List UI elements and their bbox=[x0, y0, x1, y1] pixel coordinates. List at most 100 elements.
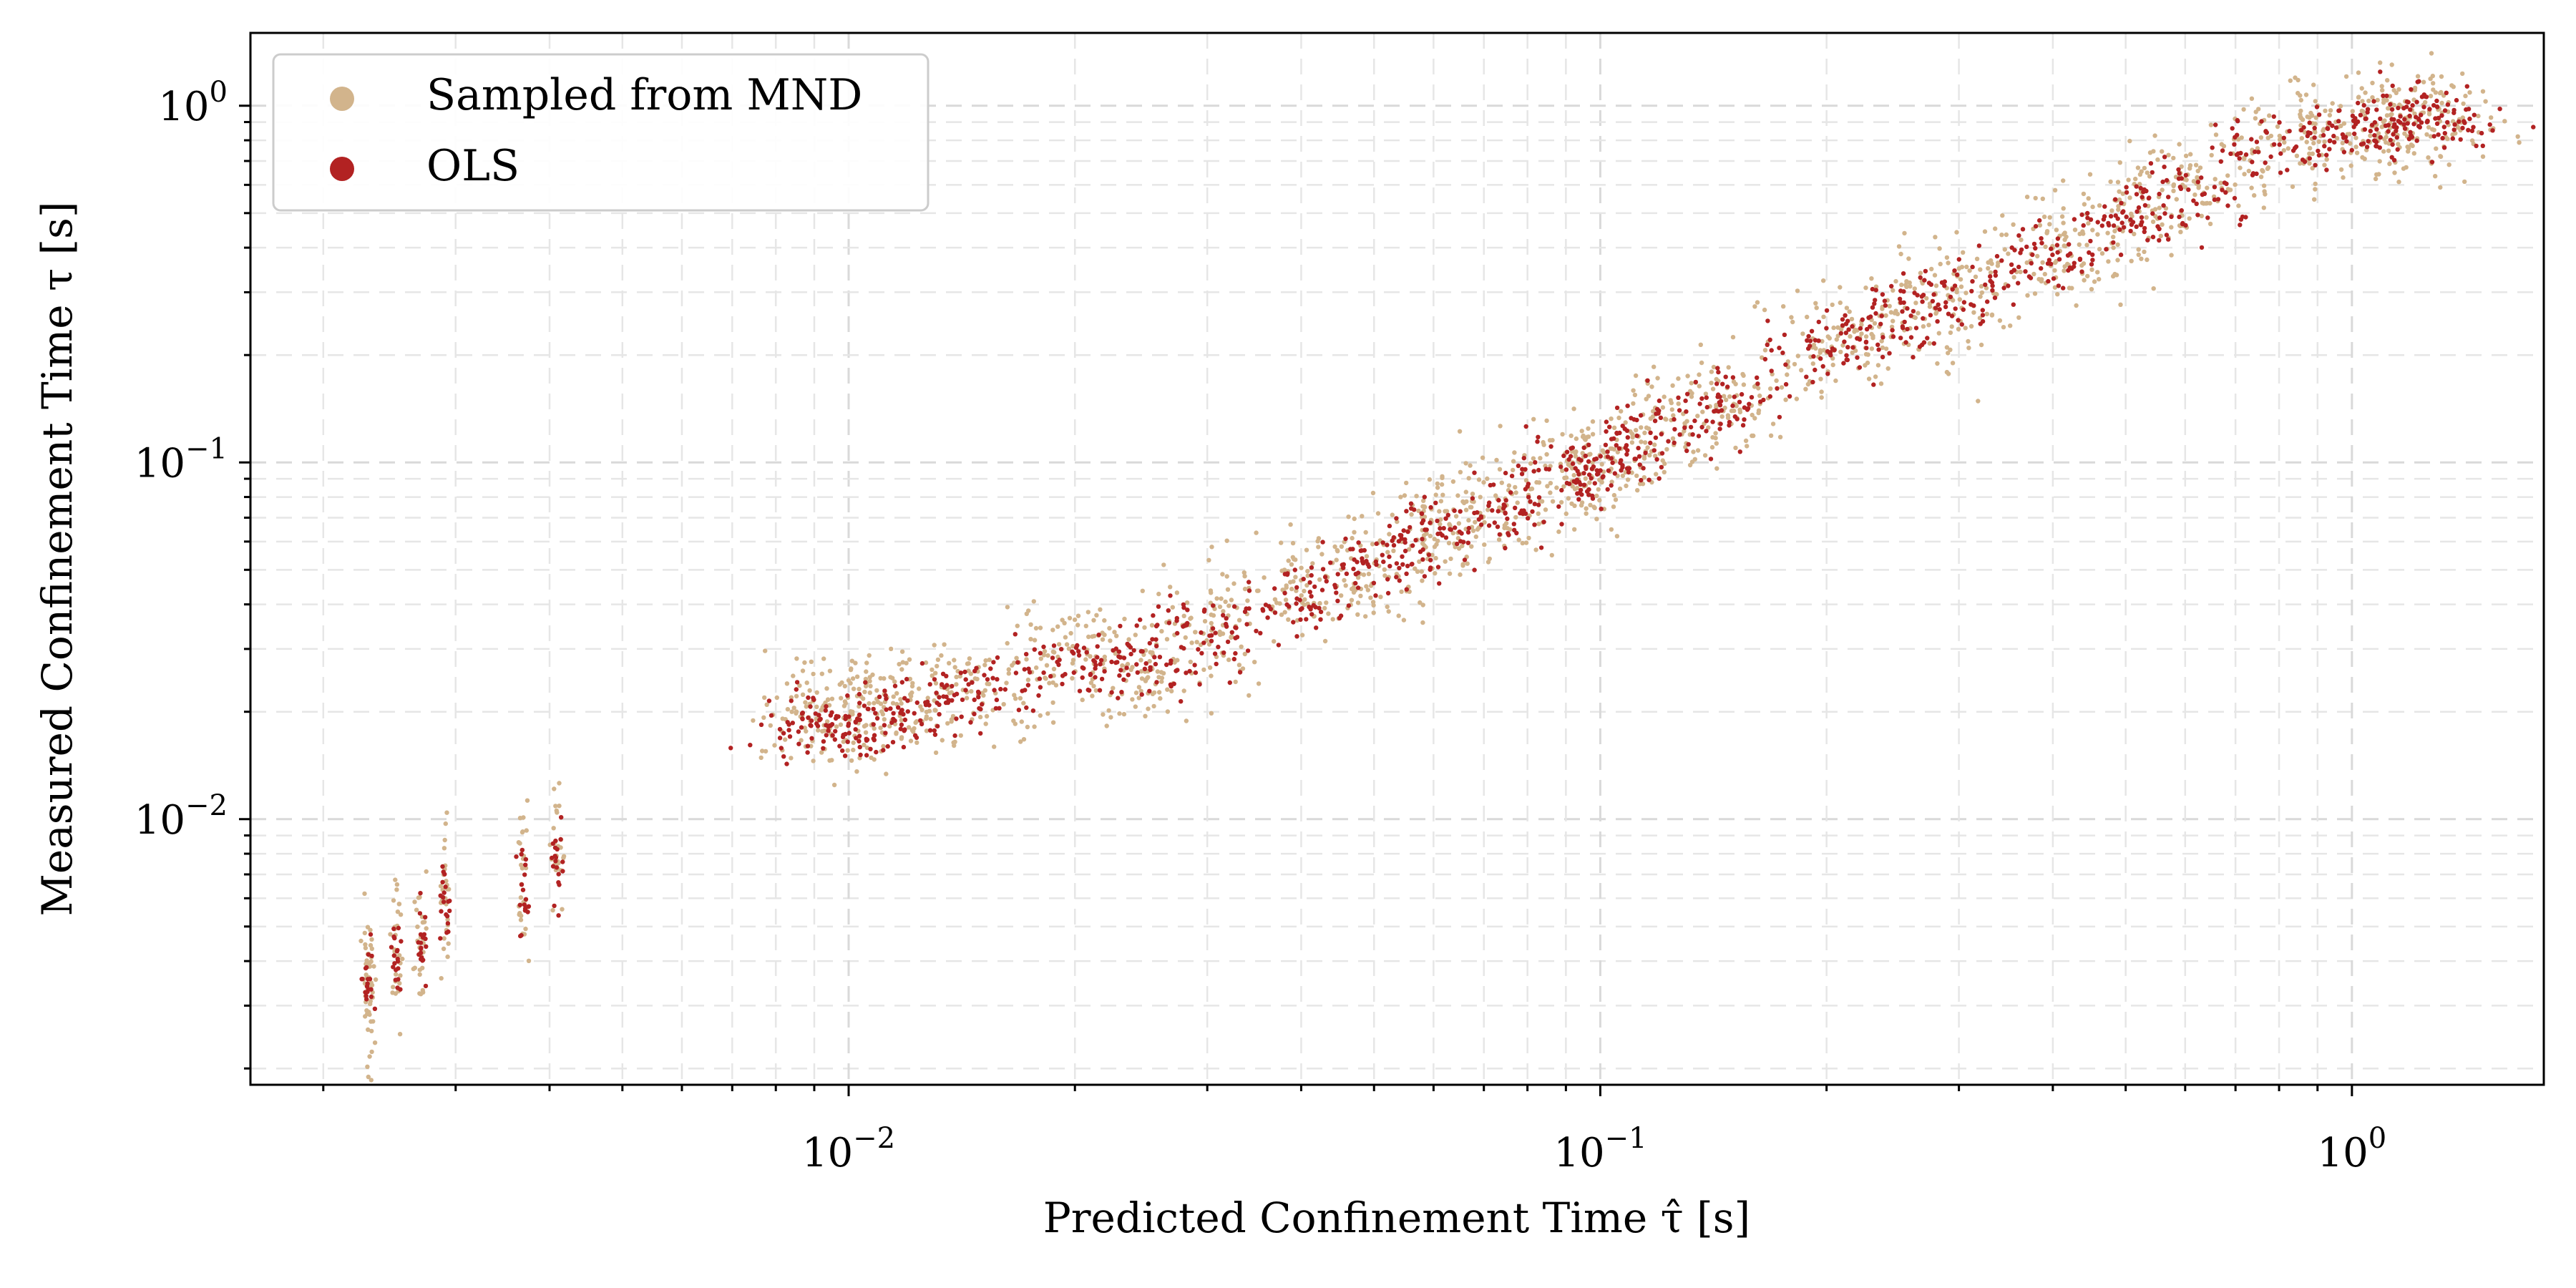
data-point bbox=[1031, 599, 1037, 604]
data-point bbox=[1245, 598, 1250, 603]
data-point bbox=[1472, 567, 1477, 572]
data-point bbox=[1869, 276, 1874, 281]
data-point bbox=[2099, 251, 2105, 256]
data-point bbox=[1624, 452, 1629, 457]
data-point bbox=[2487, 122, 2492, 127]
data-point bbox=[1978, 294, 1983, 299]
data-point bbox=[1027, 670, 1033, 675]
data-point bbox=[1126, 673, 1131, 678]
data-point bbox=[1165, 709, 1171, 714]
data-point bbox=[365, 1011, 370, 1017]
data-point bbox=[2177, 214, 2182, 220]
data-point bbox=[1866, 315, 1871, 321]
data-point bbox=[1478, 494, 1483, 499]
data-point bbox=[1241, 570, 1247, 575]
data-point bbox=[1606, 468, 1611, 473]
data-point bbox=[1660, 458, 1665, 463]
data-point bbox=[2411, 151, 2416, 156]
data-point bbox=[1109, 690, 1114, 695]
data-point bbox=[1636, 454, 1642, 459]
data-point bbox=[2350, 109, 2355, 114]
data-point bbox=[1370, 542, 1375, 547]
data-point bbox=[2061, 178, 2066, 183]
data-point bbox=[1611, 447, 1617, 452]
data-point bbox=[1438, 526, 1443, 531]
data-point bbox=[1458, 509, 1463, 514]
data-point bbox=[1716, 392, 1721, 397]
data-point bbox=[519, 882, 525, 887]
data-point bbox=[799, 725, 804, 730]
data-point bbox=[396, 925, 401, 931]
data-point bbox=[1416, 508, 1421, 514]
data-point bbox=[2380, 88, 2385, 93]
data-point bbox=[1574, 436, 1579, 441]
data-point bbox=[1948, 294, 1953, 300]
data-point bbox=[805, 743, 811, 748]
data-point bbox=[1091, 618, 1096, 623]
data-point bbox=[1330, 617, 1335, 622]
data-point bbox=[1025, 683, 1031, 688]
data-point bbox=[1274, 600, 1279, 605]
legend-label-mnd: Sampled from MND bbox=[426, 70, 862, 120]
data-point bbox=[1083, 657, 1088, 662]
data-point bbox=[1970, 264, 1975, 270]
data-point bbox=[1181, 605, 1186, 610]
data-point bbox=[904, 660, 909, 665]
data-point bbox=[1435, 531, 1440, 537]
data-point bbox=[1126, 637, 1131, 642]
data-point bbox=[1220, 572, 1225, 577]
data-point bbox=[1532, 502, 1537, 507]
data-point bbox=[1916, 311, 1921, 316]
data-point bbox=[2202, 191, 2207, 196]
data-point bbox=[958, 670, 964, 675]
data-point bbox=[2255, 150, 2261, 155]
data-point bbox=[557, 804, 562, 809]
data-point bbox=[2199, 175, 2204, 180]
data-point bbox=[2031, 241, 2037, 247]
data-point bbox=[2182, 185, 2187, 190]
data-point bbox=[1091, 683, 1096, 688]
data-point bbox=[2321, 128, 2326, 134]
data-point bbox=[2213, 122, 2218, 127]
data-point bbox=[1188, 616, 1193, 621]
data-point bbox=[394, 967, 399, 972]
data-point bbox=[1166, 608, 1171, 613]
data-point bbox=[2368, 128, 2373, 134]
data-point bbox=[790, 721, 796, 726]
data-point bbox=[1840, 343, 1845, 348]
data-point bbox=[1657, 476, 1662, 481]
data-point bbox=[1989, 313, 1995, 318]
data-point bbox=[1457, 429, 1463, 434]
data-point bbox=[2102, 214, 2107, 219]
data-point bbox=[1111, 686, 1116, 691]
data-point bbox=[552, 786, 557, 791]
data-point bbox=[417, 894, 422, 900]
data-point bbox=[827, 668, 833, 673]
data-point bbox=[444, 930, 449, 935]
data-point bbox=[2379, 125, 2384, 130]
data-point bbox=[2466, 127, 2471, 132]
data-point bbox=[970, 680, 975, 685]
data-point bbox=[2439, 113, 2444, 118]
data-point bbox=[1598, 468, 1603, 473]
data-point bbox=[1360, 514, 1365, 519]
data-point bbox=[1422, 574, 1428, 579]
data-point bbox=[1966, 338, 1971, 344]
data-point bbox=[2138, 185, 2143, 191]
data-point bbox=[1070, 675, 1075, 681]
data-point bbox=[1224, 621, 1229, 627]
data-point bbox=[1586, 426, 1591, 431]
data-point bbox=[1913, 315, 1918, 321]
data-point bbox=[791, 706, 796, 711]
data-point bbox=[819, 671, 825, 676]
data-point bbox=[849, 758, 854, 763]
data-point bbox=[2008, 323, 2013, 328]
data-point bbox=[1424, 531, 1429, 536]
data-point bbox=[1309, 565, 1314, 570]
data-point bbox=[882, 676, 887, 681]
data-point bbox=[1813, 346, 1818, 351]
data-point bbox=[957, 673, 963, 679]
data-point bbox=[871, 722, 876, 727]
data-point bbox=[1294, 596, 1299, 601]
